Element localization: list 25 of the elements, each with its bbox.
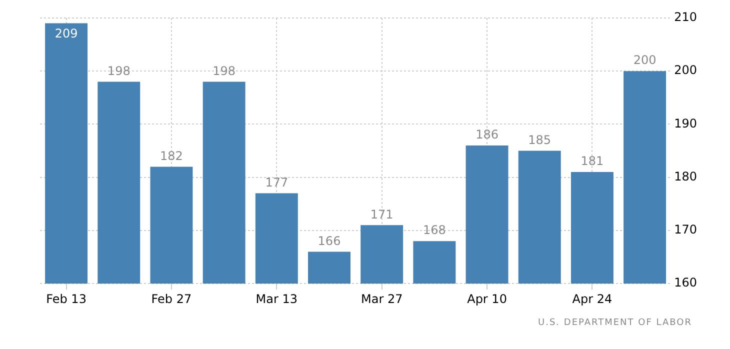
text: U.S. DEPARTMENT OF LABOR: [538, 318, 692, 328]
data-label: 209: [54, 26, 78, 40]
data-label: 198: [107, 64, 130, 78]
x-tick-label: Apr 10: [467, 292, 507, 306]
data-label: 181: [580, 154, 604, 168]
x-tick-label: Mar 27: [360, 292, 403, 306]
x-tick-label: Mar 13: [256, 292, 298, 306]
data-label: 182: [160, 148, 183, 163]
data-label: 166: [318, 234, 341, 248]
data-label: 171: [370, 207, 394, 222]
y-tick-label: 160: [674, 276, 697, 290]
data-label: 185: [528, 132, 552, 147]
y-tick-label: 210: [674, 10, 697, 24]
y-tick-label: 200: [674, 63, 697, 78]
data-label: 168: [422, 223, 446, 238]
data-label: 186: [476, 128, 498, 142]
x-tick-label: Feb 27: [151, 292, 192, 306]
y-tick-label: 170: [674, 222, 697, 237]
data-label: 177: [265, 175, 288, 190]
data-label: 200: [633, 53, 656, 68]
x-tick-label: Apr 24: [572, 292, 612, 306]
y-tick-label: 190: [674, 116, 697, 130]
data-label: 198: [212, 64, 236, 78]
x-tick-label: Feb 13: [46, 292, 86, 306]
y-tick-label: 180: [674, 169, 697, 184]
